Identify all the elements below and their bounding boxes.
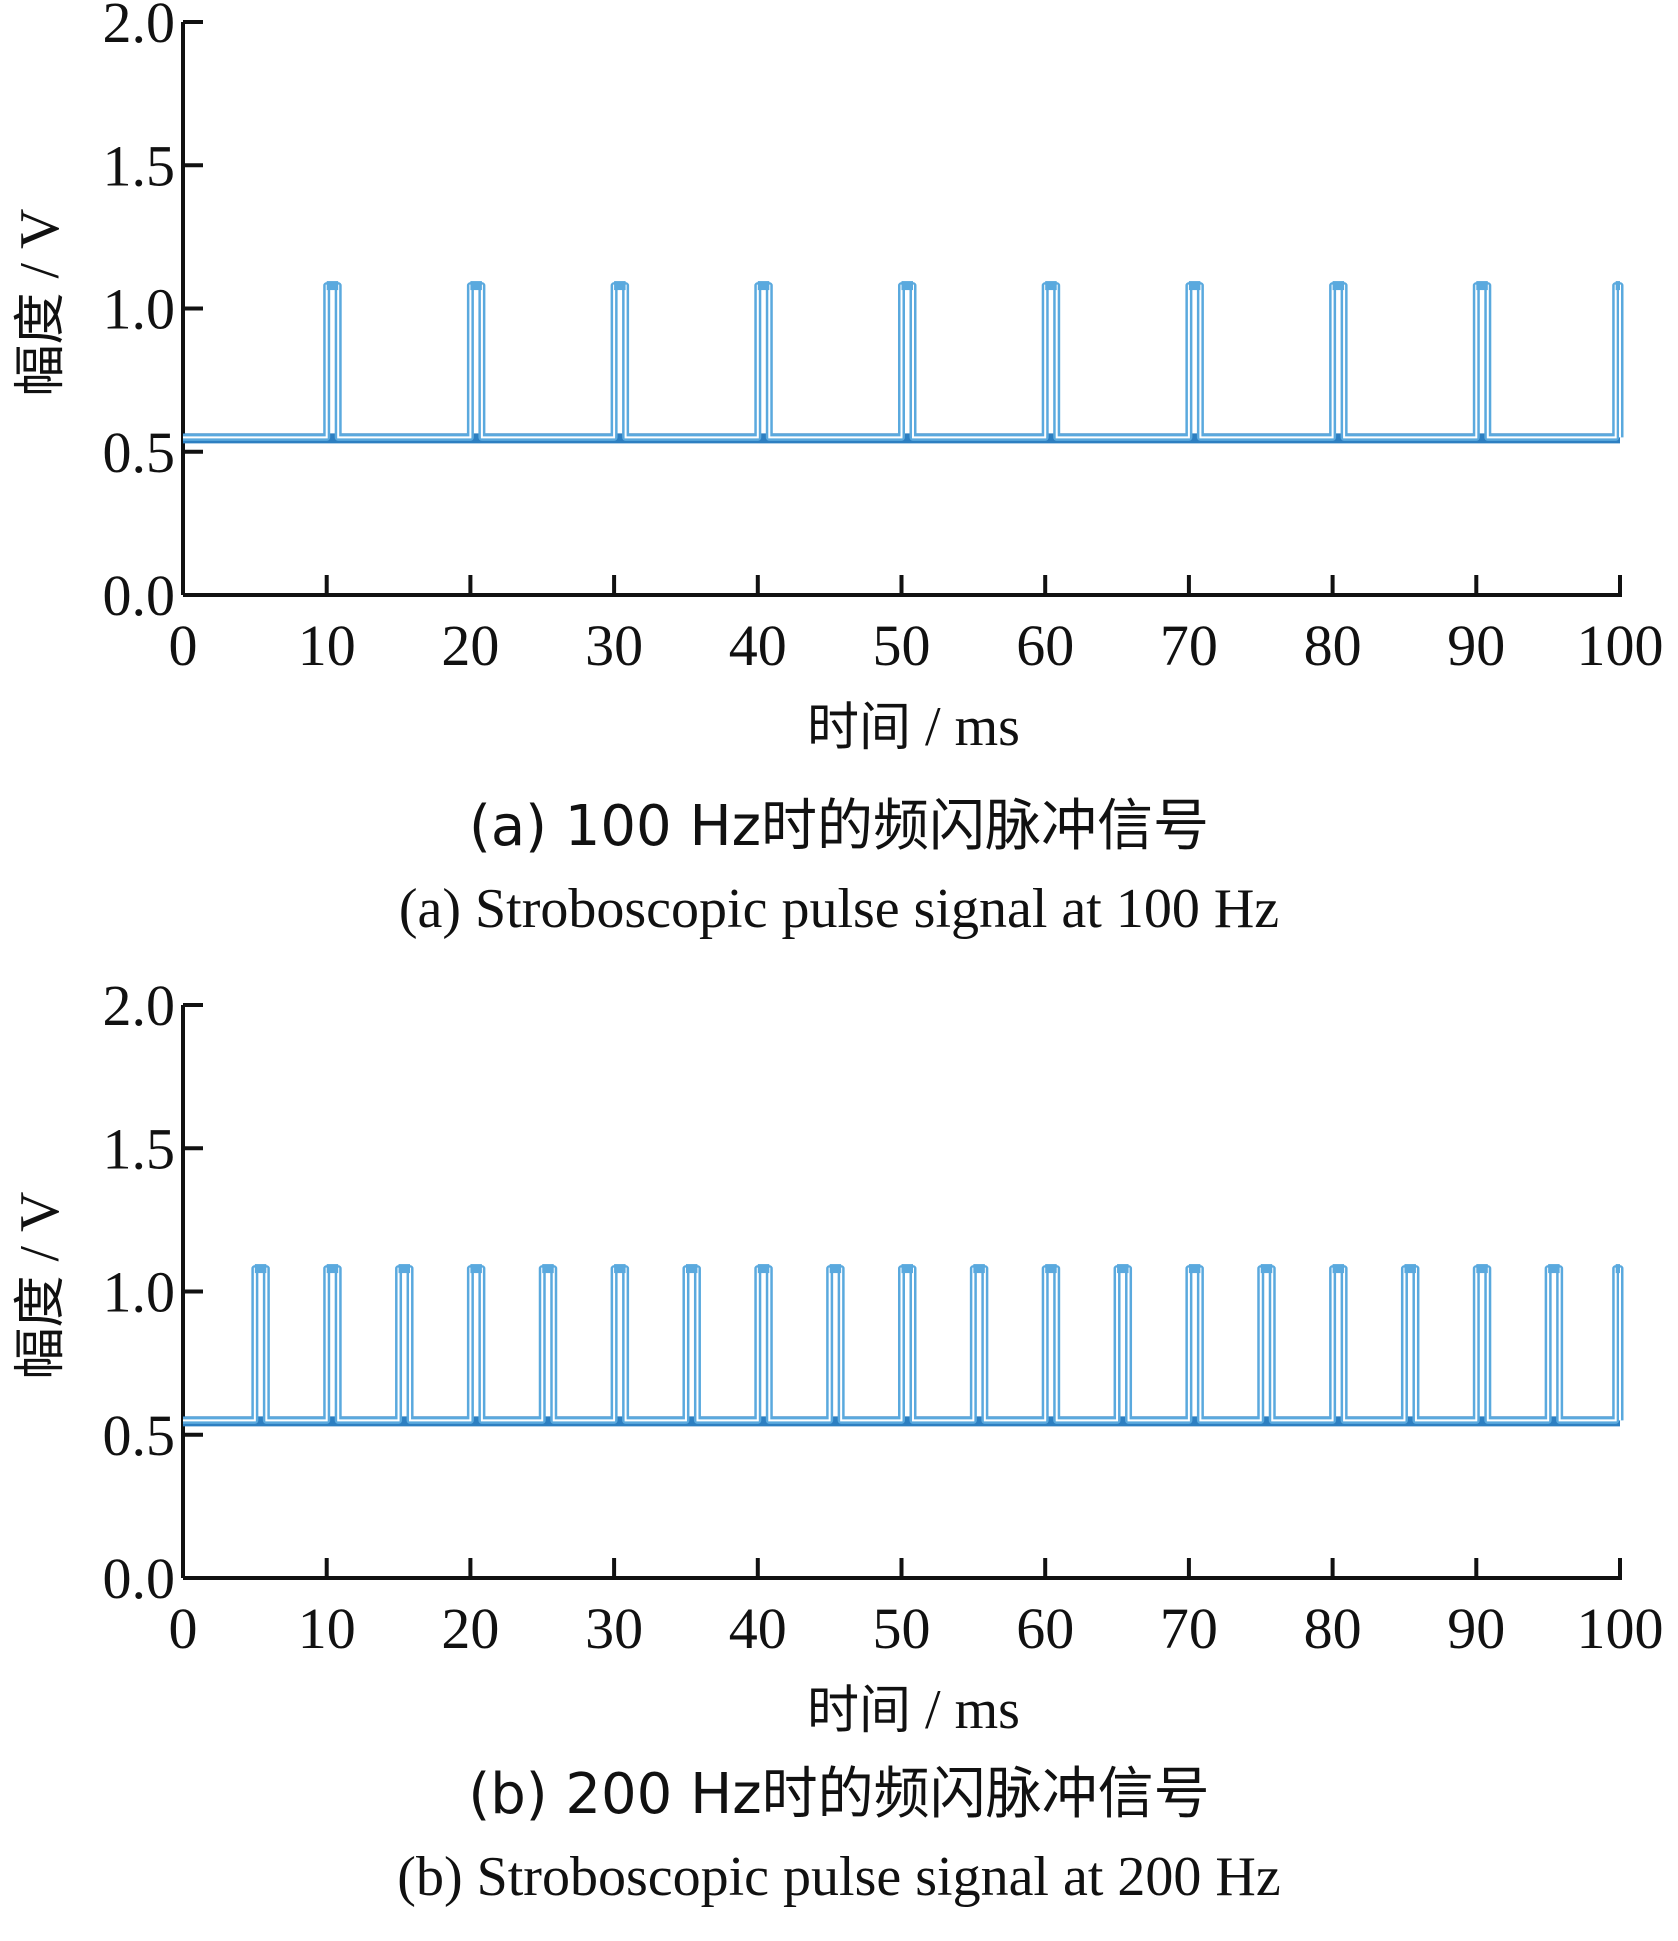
x-tick-label: 20 (441, 1596, 499, 1661)
x-tick-label: 60 (1016, 613, 1074, 678)
caption-b-chinese: (b) 200 Hz时的频闪脉冲信号 (468, 1762, 1210, 1827)
y-tick-label: 1.5 (103, 133, 176, 198)
y-tick-label: 1.0 (103, 1260, 176, 1325)
chart-a-svg: 0.0 0.5 1.0 1.5 2.0 0 10 20 30 40 50 60 70 80 90 100 时间 … (9, 0, 1664, 758)
y-axis-title: 幅度 / V (9, 208, 71, 396)
caption-a-english: (a) Stroboscopic pulse signal at 100 Hz (398, 878, 1280, 940)
x-tick-label: 40 (729, 613, 787, 678)
x-tick-label: 70 (1160, 613, 1218, 678)
y-tick-label: 0.0 (103, 1546, 176, 1611)
y-tick-label: 1.5 (103, 1116, 176, 1181)
y-axis-title: 幅度 / V (9, 1191, 71, 1379)
x-tick-label: 50 (873, 613, 931, 678)
pulse-trace-inner (183, 284, 1621, 439)
caption-a-chinese: (a) 100 Hz时的频闪脉冲信号 (468, 794, 1209, 859)
pulse-trace-inner (183, 1267, 1621, 1422)
x-tick-label: 50 (873, 1596, 931, 1661)
y-tick-label: 2.0 (103, 985, 176, 1038)
y-tick-label: 0.5 (103, 1403, 176, 1468)
x-tick-label: 40 (729, 1596, 787, 1661)
chart-panel-a: 0.0 0.5 1.0 1.5 2.0 0 10 20 30 40 50 60 70 80 90 100 时间 … (9, 0, 1664, 940)
x-tick-label: 80 (1304, 1596, 1362, 1661)
x-tick-label: 100 (1577, 1596, 1664, 1661)
x-tick-label: 90 (1447, 613, 1505, 678)
x-tick-label: 30 (585, 1596, 643, 1661)
chart-panel-b: 0.0 0.5 1.0 1.5 2.0 0 10 20 30 40 50 60 70 80 90 100 时间 … (0, 985, 1678, 1941)
x-tick-label: 20 (441, 613, 499, 678)
x-tick-label: 10 (298, 1596, 356, 1661)
x-tick-label: 90 (1447, 1596, 1505, 1661)
x-tick-label: 10 (298, 613, 356, 678)
y-tick-label: 2.0 (103, 0, 176, 55)
x-tick-label: 0 (169, 613, 198, 678)
x-tick-label: 70 (1160, 1596, 1218, 1661)
x-axis-title: 时间 / ms (807, 1679, 1020, 1741)
x-axis-title: 时间 / ms (807, 696, 1020, 758)
chart-b-svg: 0.0 0.5 1.0 1.5 2.0 0 10 20 30 40 50 60 70 80 90 100 时间 … (9, 985, 1664, 1741)
x-tick-label: 80 (1304, 613, 1362, 678)
x-tick-label: 100 (1577, 613, 1664, 678)
y-tick-label: 0.0 (103, 563, 176, 628)
x-tick-label: 60 (1016, 1596, 1074, 1661)
y-tick-label: 0.5 (103, 420, 176, 485)
y-tick-label: 1.0 (103, 277, 176, 342)
caption-b-english: (b) Stroboscopic pulse signal at 200 Hz (397, 1846, 1281, 1908)
x-tick-label: 0 (169, 1596, 198, 1661)
x-tick-label: 30 (585, 613, 643, 678)
